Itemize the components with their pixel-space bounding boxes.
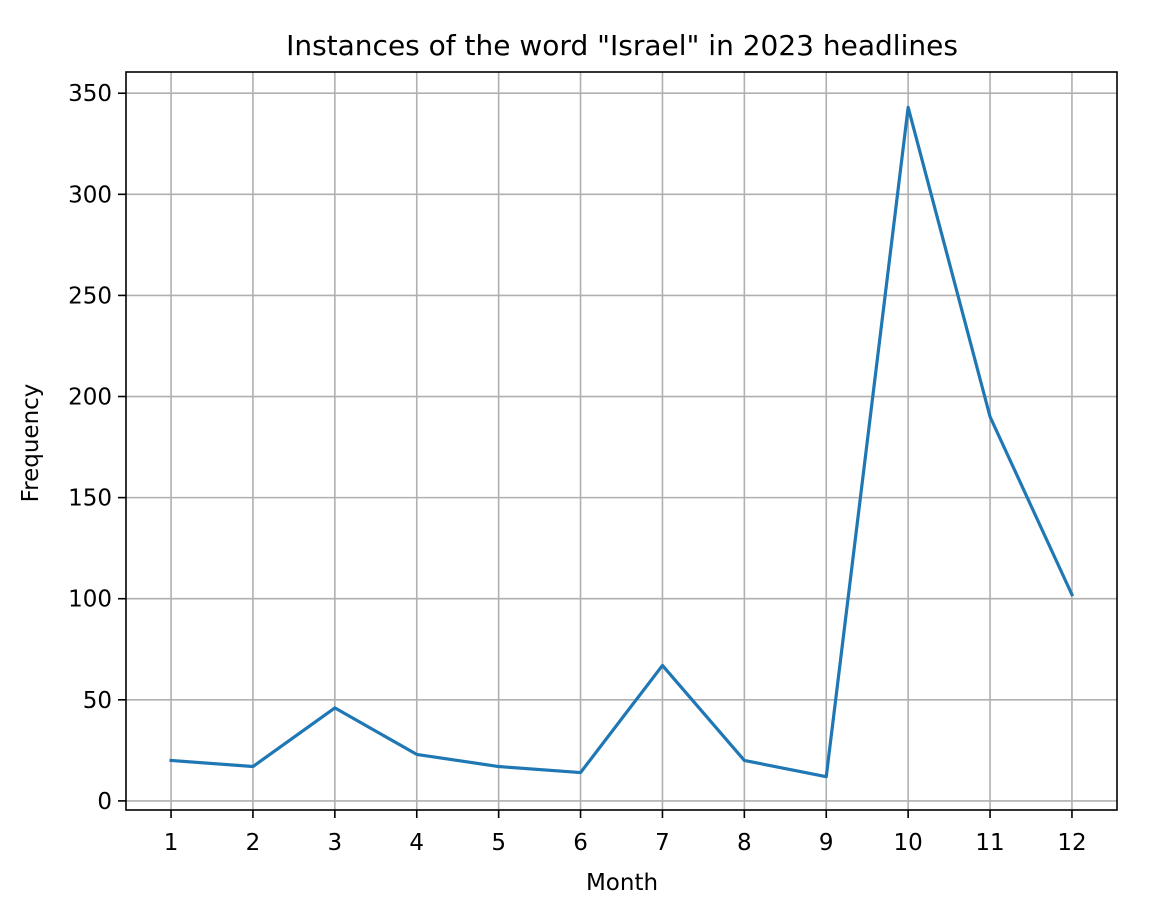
x-tick-label: 4 xyxy=(409,830,424,856)
y-tick-label: 200 xyxy=(68,385,112,411)
y-tick-label: 100 xyxy=(68,587,112,613)
x-tick-label: 10 xyxy=(894,830,923,856)
x-tick-label: 8 xyxy=(737,830,752,856)
x-tick-label: 3 xyxy=(328,830,343,856)
y-tick-label: 300 xyxy=(68,182,112,208)
x-tick-label: 1 xyxy=(164,830,179,856)
x-tick-label: 5 xyxy=(491,830,506,856)
series-layer xyxy=(169,105,1075,779)
series-line xyxy=(169,105,1075,779)
y-tick-label: 0 xyxy=(97,789,112,815)
y-tick-label: 250 xyxy=(68,283,112,309)
x-tick-label: 6 xyxy=(573,830,588,856)
y-tick-label: 150 xyxy=(68,486,112,512)
y-tick-label: 50 xyxy=(83,688,112,714)
x-tick-label: 7 xyxy=(655,830,670,856)
plot-frame xyxy=(125,71,1118,811)
y-axis-label: Frequency xyxy=(18,384,44,503)
x-axis-label: Month xyxy=(586,870,658,896)
y-tick-label: 350 xyxy=(68,81,112,107)
x-tick-label: 12 xyxy=(1057,830,1086,856)
x-tick-label: 11 xyxy=(975,830,1004,856)
chart-title: Instances of the word "Israel" in 2023 h… xyxy=(286,29,958,62)
x-tick-label: 2 xyxy=(246,830,261,856)
gridlines xyxy=(126,72,1117,810)
x-tick-label: 9 xyxy=(819,830,834,856)
